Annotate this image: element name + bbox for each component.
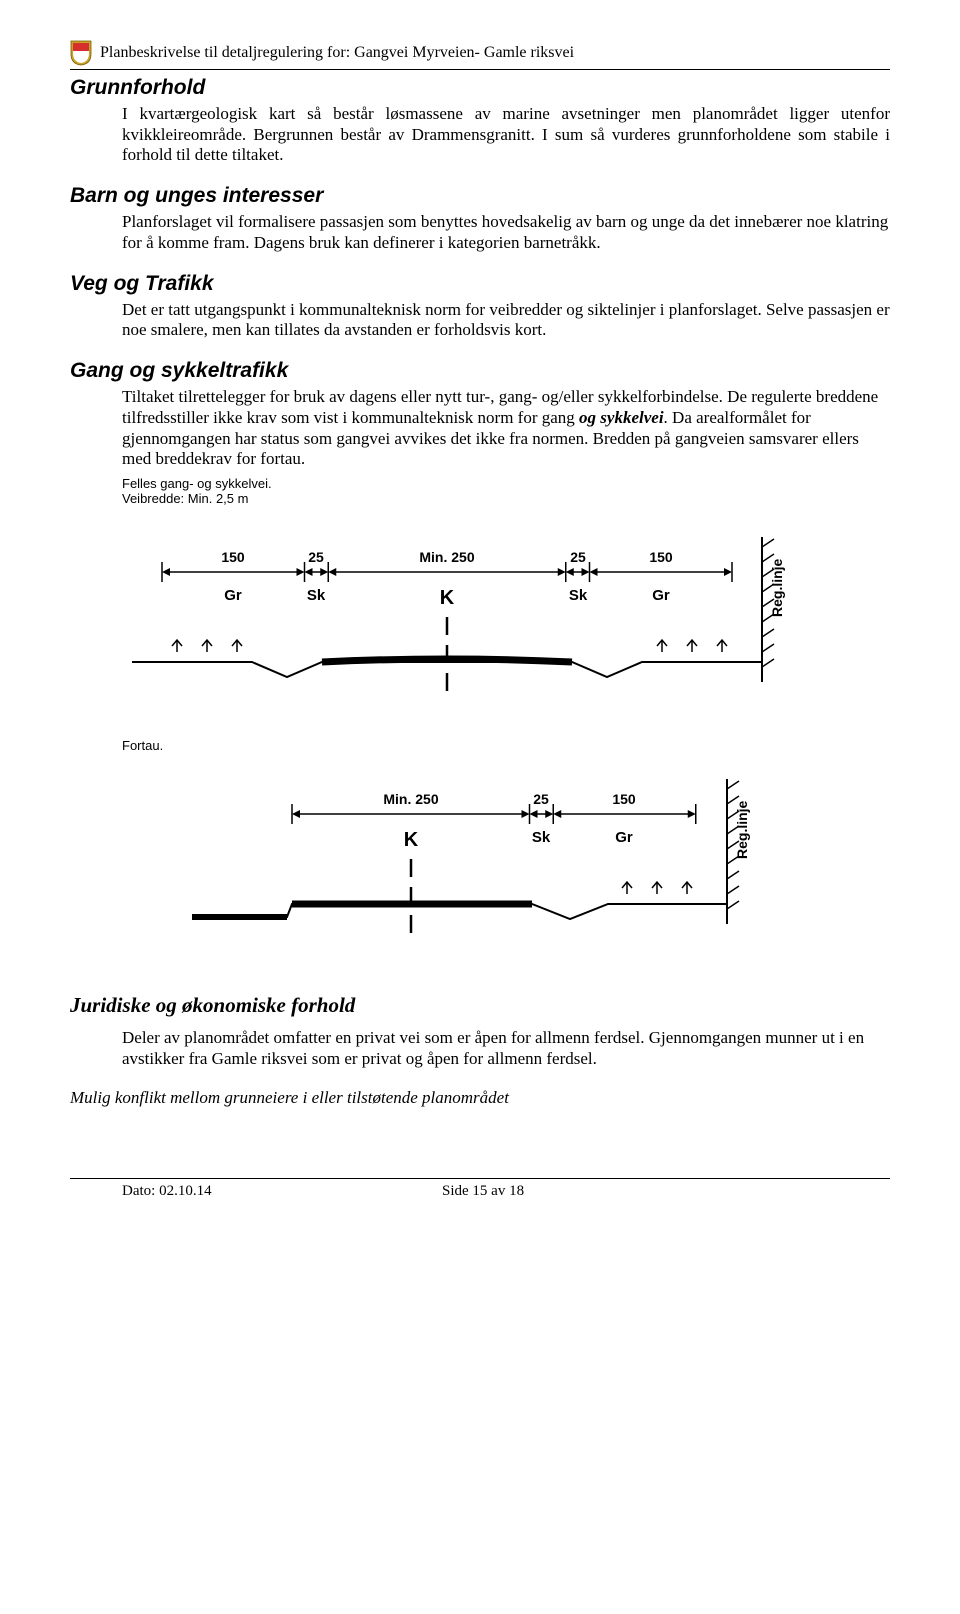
footer-date: Dato: 02.10.14 bbox=[122, 1183, 442, 1200]
para-juridisk: Deler av planområdet omfatter en privat … bbox=[122, 1028, 890, 1069]
header-rule bbox=[70, 69, 890, 70]
page-footer: Dato: 02.10.14 Side 15 av 18 bbox=[122, 1183, 890, 1200]
page-header: Planbeskrivelse til detaljregulering for… bbox=[70, 40, 890, 66]
svg-text:25: 25 bbox=[533, 791, 549, 807]
header-title: Planbeskrivelse til detaljregulering for… bbox=[100, 44, 574, 62]
svg-text:Sk: Sk bbox=[307, 587, 326, 604]
svg-text:Min. 250: Min. 250 bbox=[383, 791, 438, 807]
svg-text:Gr: Gr bbox=[652, 587, 670, 604]
diagram-sidewalk-svg: Reg.linje Min. 250 25 150 bbox=[122, 769, 822, 969]
svg-text:K: K bbox=[404, 829, 419, 851]
svg-text:150: 150 bbox=[221, 549, 245, 565]
footer-rule bbox=[70, 1178, 890, 1179]
para-veg: Det er tatt utgangspunkt i kommunaltekni… bbox=[122, 300, 890, 341]
diagram-shared-caption: Felles gang- og sykkelvei. Veibredde: Mi… bbox=[122, 476, 890, 506]
svg-text:Sk: Sk bbox=[532, 829, 551, 846]
svg-text:Min. 250: Min. 250 bbox=[419, 549, 474, 565]
para-grunnforhold: I kvartærgeologisk kart så består løsmas… bbox=[122, 104, 890, 166]
svg-text:Reg.linje: Reg.linje bbox=[734, 801, 750, 860]
para-gang: Tiltaket tilrettelegger for bruk av dage… bbox=[122, 387, 890, 470]
para-gang-em: og sykkelvei bbox=[579, 408, 664, 427]
para-barn: Planforslaget vil formalisere passasjen … bbox=[122, 212, 890, 253]
heading-gang: Gang og sykkeltrafikk bbox=[70, 359, 890, 383]
heading-veg: Veg og Trafikk bbox=[70, 272, 890, 296]
diagram-shared-caption-1: Felles gang- og sykkelvei. bbox=[122, 476, 272, 491]
svg-text:25: 25 bbox=[570, 549, 586, 565]
svg-text:25: 25 bbox=[308, 549, 324, 565]
municipal-shield-icon bbox=[70, 40, 92, 66]
svg-text:K: K bbox=[440, 587, 455, 609]
heading-juridisk: Juridiske og økonomiske forhold bbox=[70, 993, 890, 1018]
heading-grunnforhold: Grunnforhold bbox=[70, 76, 890, 100]
svg-text:Gr: Gr bbox=[224, 587, 242, 604]
para-konflikt: Mulig konflikt mellom grunneiere i eller… bbox=[70, 1088, 890, 1108]
svg-text:Gr: Gr bbox=[615, 829, 633, 846]
diagram-shared-path: Felles gang- og sykkelvei. Veibredde: Mi… bbox=[122, 476, 890, 732]
diagram-shared-svg: Reg.linje bbox=[122, 522, 822, 732]
diagram-shared-caption-2: Veibredde: Min. 2,5 m bbox=[122, 491, 248, 506]
svg-text:Reg.linje: Reg.linje bbox=[769, 559, 785, 618]
footer-page: Side 15 av 18 bbox=[442, 1183, 524, 1200]
svg-text:Sk: Sk bbox=[569, 587, 588, 604]
svg-text:150: 150 bbox=[612, 791, 636, 807]
diagram-sidewalk: Fortau. Reg.linje bbox=[122, 738, 890, 969]
heading-barn: Barn og unges interesser bbox=[70, 184, 890, 208]
diagram-sidewalk-caption: Fortau. bbox=[122, 738, 890, 753]
svg-text:150: 150 bbox=[649, 549, 673, 565]
